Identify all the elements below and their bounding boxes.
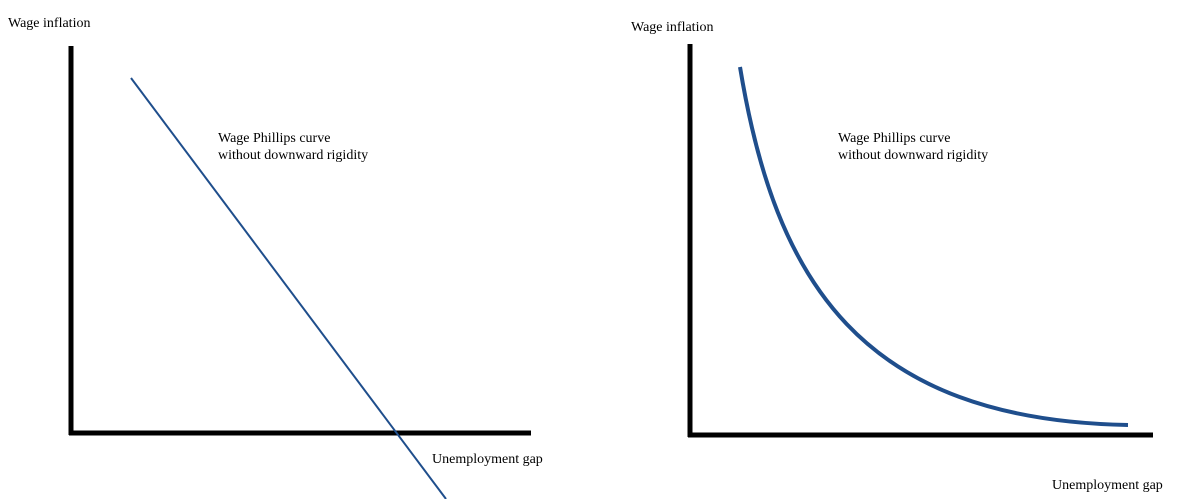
phillips-curve <box>130 77 447 499</box>
right-panel: Wage inflation Wage Phillips curve witho… <box>631 20 1163 493</box>
curve-label: Wage Phillips curve <box>218 131 330 146</box>
y-axis-label: Wage inflation <box>8 16 90 31</box>
phillips-curve <box>738 66 1129 427</box>
curve-label: without downward rigidity <box>838 148 988 163</box>
y-axis-label: Wage inflation <box>631 20 713 35</box>
x-axis-label: Unemployment gap <box>1052 478 1163 493</box>
curve-label: Wage Phillips curve <box>838 131 950 146</box>
curve-label: without downward rigidity <box>218 148 368 163</box>
left-panel: Wage inflation Wage Phillips curve witho… <box>8 16 543 499</box>
x-axis-label: Unemployment gap <box>432 452 543 467</box>
